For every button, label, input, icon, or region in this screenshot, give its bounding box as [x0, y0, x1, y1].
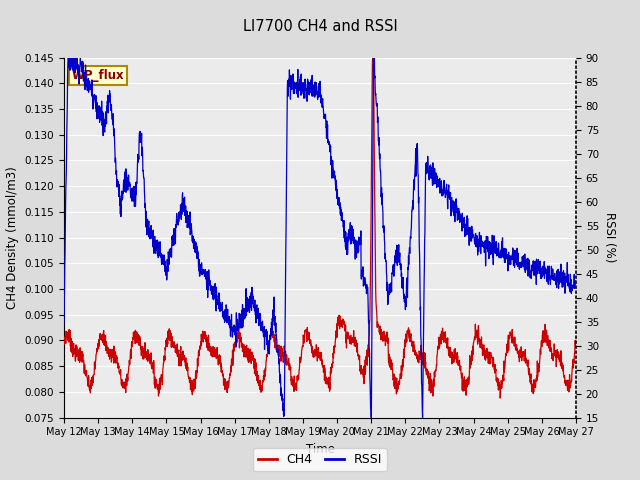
X-axis label: Time: Time — [305, 443, 335, 456]
Y-axis label: RSSI (%): RSSI (%) — [603, 213, 616, 263]
Text: LI7700 CH4 and RSSI: LI7700 CH4 and RSSI — [243, 19, 397, 34]
Text: WP_flux: WP_flux — [72, 69, 124, 82]
Legend: CH4, RSSI: CH4, RSSI — [253, 448, 387, 471]
Y-axis label: CH4 Density (mmol/m3): CH4 Density (mmol/m3) — [6, 166, 19, 309]
